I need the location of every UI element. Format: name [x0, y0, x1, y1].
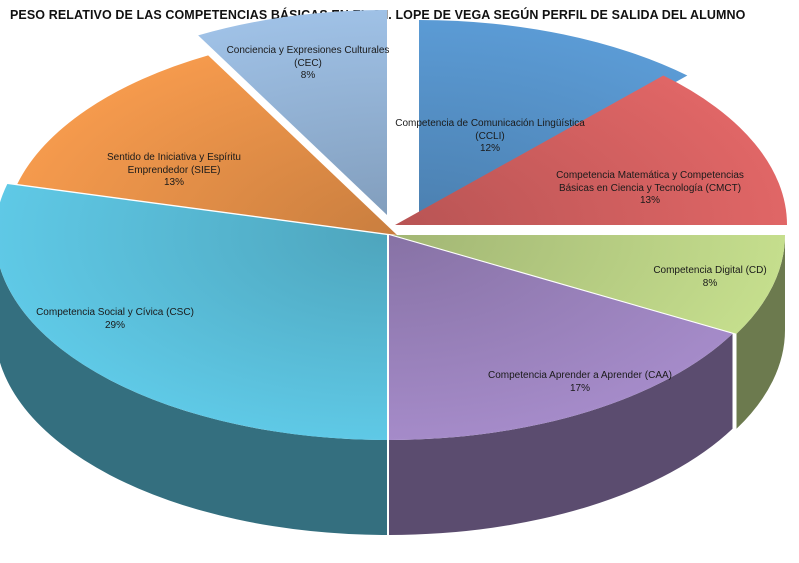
slice-2 — [393, 235, 785, 334]
slice-label-6: Conciencia y Expresiones Culturales (CEC… — [213, 45, 403, 83]
slice-label-1: Competencia Matemática y Competencias Bá… — [555, 170, 745, 208]
slice-label-2: Competencia Digital (CD) 8% — [615, 265, 799, 290]
slice-side-2 — [736, 235, 785, 429]
slice-5 — [17, 55, 398, 235]
slice-label-name: Competencia Aprender a Aprender (CAA) — [488, 370, 672, 381]
slice-side-3 — [389, 333, 733, 535]
slice-label-name: Sentido de Iniciativa y Espíritu Emprend… — [107, 152, 241, 176]
slice-0 — [419, 20, 688, 225]
slice-6 — [198, 9, 387, 215]
slice-3 — [389, 235, 733, 440]
slice-label-name: Competencia Matemática y Competencias Bá… — [556, 170, 744, 194]
slice-label-0: Competencia de Comunicación Lingüística … — [395, 118, 585, 156]
slice-label-value: 8% — [702, 277, 718, 289]
slice-side-4 — [0, 267, 387, 535]
slice-label-name: Competencia Social y Cívica (CSC) — [36, 307, 194, 318]
slice-label-value: 29% — [104, 319, 125, 331]
slice-label-value: 17% — [569, 382, 590, 394]
slice-label-value: 13% — [639, 195, 660, 206]
slice-label-name: Competencia Digital (CD) — [653, 265, 767, 276]
slice-1 — [395, 75, 787, 225]
slice-label-3: Competencia Aprender a Aprender (CAA) 17% — [485, 370, 675, 395]
slice-label-value: 13% — [163, 177, 184, 188]
slice-label-5: Sentido de Iniciativa y Espíritu Emprend… — [79, 152, 269, 190]
slice-label-name: Conciencia y Expresiones Culturales (CEC… — [226, 45, 390, 69]
slice-label-name: Competencia de Comunicación Lingüística … — [395, 118, 585, 142]
slice-label-value: 8% — [300, 70, 316, 81]
slice-4 — [0, 184, 387, 440]
slice-label-4: Competencia Social y Cívica (CSC) 29% — [20, 307, 210, 332]
slice-label-value: 12% — [479, 143, 500, 154]
